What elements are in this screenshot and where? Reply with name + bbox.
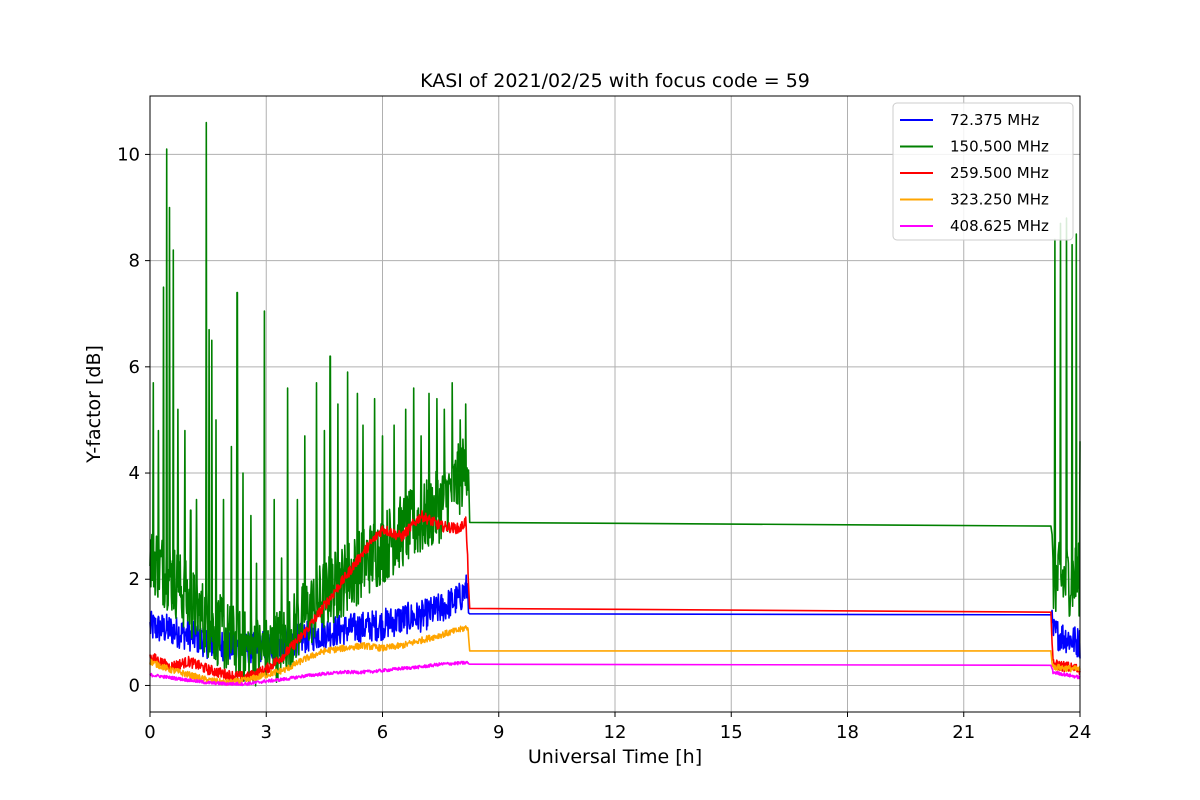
y-tick-label: 2 [129, 569, 140, 590]
legend: 72.375 MHz 150.500 MHz 259.500 MHz 323.250 … [892, 102, 1074, 241]
series-line-1 [149, 121, 1081, 687]
x-tick-label: 3 [261, 722, 272, 743]
x-tick-label: 9 [493, 722, 504, 743]
legend-label: 150.500 MHz [950, 138, 1049, 156]
y-tick-label: 10 [117, 144, 140, 165]
x-tick-label: 21 [952, 722, 975, 743]
chart-title: KASI of 2021/02/25 with focus code = 59 [420, 70, 810, 92]
y-tick-label: 8 [129, 251, 140, 272]
legend-label: 323.250 MHz [950, 191, 1049, 209]
x-tick-label: 6 [377, 722, 388, 743]
x-tick-label: 24 [1069, 722, 1092, 743]
legend-label: 259.500 MHz [950, 164, 1049, 182]
y-tick-label: 6 [129, 357, 140, 378]
x-tick-label: 12 [604, 722, 627, 743]
legend-label: 408.625 MHz [950, 217, 1049, 235]
series-layer [149, 121, 1081, 687]
legend-box [892, 102, 1074, 241]
legend-label: 72.375 MHz [950, 111, 1039, 129]
y-axis-label: Y-factor [dB] [83, 345, 105, 464]
x-tick-label: 18 [836, 722, 859, 743]
y-tick-label: 4 [129, 463, 140, 484]
x-tick-label: 0 [144, 722, 155, 743]
series-line-4 [149, 660, 1081, 687]
x-axis-label: Universal Time [h] [528, 746, 702, 768]
series-line-2 [149, 509, 1081, 683]
x-tick-label: 15 [720, 722, 743, 743]
y-tick-label: 0 [129, 675, 140, 696]
series-line-3 [149, 625, 1081, 686]
